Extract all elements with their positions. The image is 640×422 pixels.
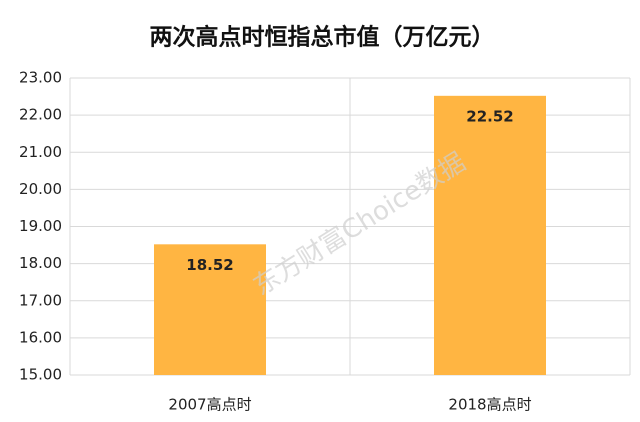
y-tick-label: 21.00 <box>19 143 62 161</box>
y-tick-label: 18.00 <box>19 254 62 272</box>
x-tick-label: 2007高点时 <box>168 396 251 414</box>
y-tick-label: 20.00 <box>19 180 62 198</box>
value-label: 22.52 <box>466 107 513 125</box>
y-tick-label: 19.00 <box>19 217 62 235</box>
y-tick-label: 22.00 <box>19 106 62 124</box>
bar <box>434 95 546 375</box>
y-tick-label: 15.00 <box>19 366 62 384</box>
value-label: 18.52 <box>186 256 233 274</box>
bar <box>154 244 266 375</box>
y-tick-label: 17.00 <box>19 291 62 309</box>
chart-title: 两次高点时恒指总市值（万亿元） <box>150 24 495 51</box>
y-tick-label: 23.00 <box>19 69 62 87</box>
y-tick-label: 16.00 <box>19 328 62 346</box>
x-tick-label: 2018高点时 <box>448 396 531 414</box>
